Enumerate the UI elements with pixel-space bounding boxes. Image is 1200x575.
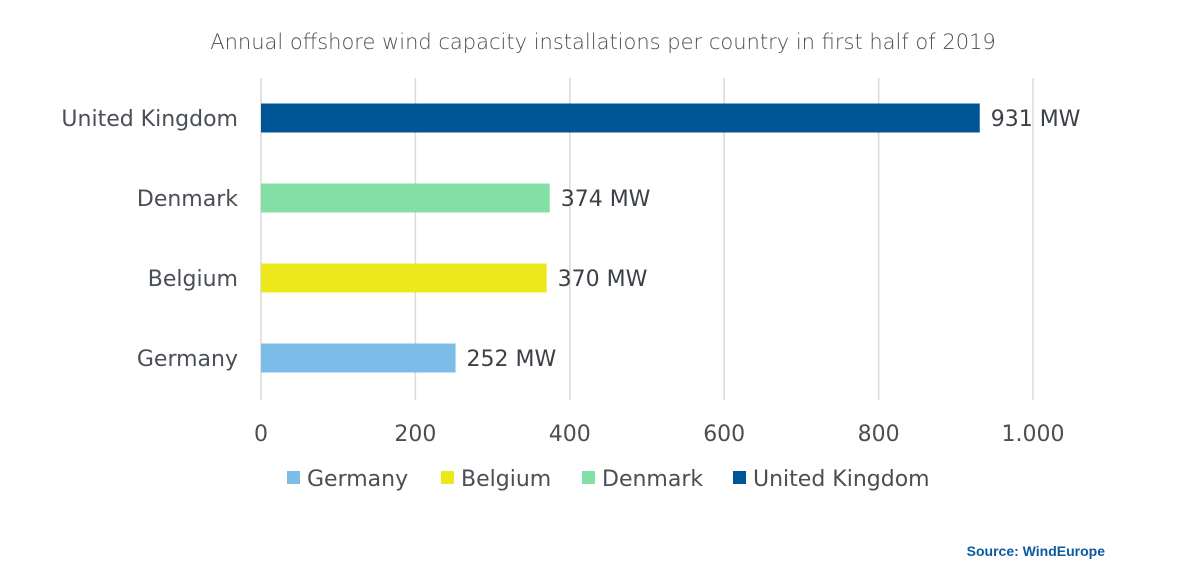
- x-tick-label-0: 0: [254, 422, 268, 447]
- x-tick-label-4: 800: [858, 422, 900, 447]
- x-tick-label-1: 200: [394, 422, 436, 447]
- category-labels: United Kingdom Denmark Belgium Germany: [61, 107, 238, 372]
- bar-germany: [261, 343, 456, 373]
- category-label-germany: Germany: [137, 347, 238, 372]
- category-label-denmark: Denmark: [137, 187, 238, 212]
- legend-label-germany: Germany: [307, 467, 408, 492]
- legend-swatch-belgium: [441, 471, 454, 484]
- source-note: Source: WindEurope: [966, 543, 1105, 559]
- legend-swatch-germany: [287, 471, 300, 484]
- legend-label-denmark: Denmark: [602, 467, 703, 492]
- bar-united-kingdom: [261, 103, 980, 133]
- bar-belgium: [261, 263, 547, 293]
- x-tick-label-2: 400: [549, 422, 591, 447]
- data-labels: 931 MW 374 MW 370 MW 252 MW: [467, 107, 1081, 372]
- legend-swatch-united-kingdom: [733, 471, 746, 484]
- chart-title: Annual offshore wind capacity installati…: [210, 30, 996, 54]
- legend: Germany Belgium Denmark United Kingdom: [287, 467, 930, 492]
- category-label-united-kingdom: United Kingdom: [61, 107, 238, 132]
- data-label-germany: 252 MW: [467, 347, 557, 372]
- legend-label-united-kingdom: United Kingdom: [753, 467, 930, 492]
- data-label-denmark: 374 MW: [561, 187, 651, 212]
- data-label-belgium: 370 MW: [558, 267, 648, 292]
- x-tick-label-5: 1.000: [1002, 422, 1065, 447]
- x-axis-ticks: 0 200 400 600 800 1.000: [254, 422, 1064, 447]
- legend-label-belgium: Belgium: [461, 467, 551, 492]
- legend-swatch-denmark: [582, 471, 595, 484]
- x-tick-label-3: 600: [703, 422, 745, 447]
- category-label-belgium: Belgium: [148, 267, 238, 292]
- bar-denmark: [261, 183, 550, 213]
- bars: [261, 103, 980, 373]
- data-label-united-kingdom: 931 MW: [991, 107, 1081, 132]
